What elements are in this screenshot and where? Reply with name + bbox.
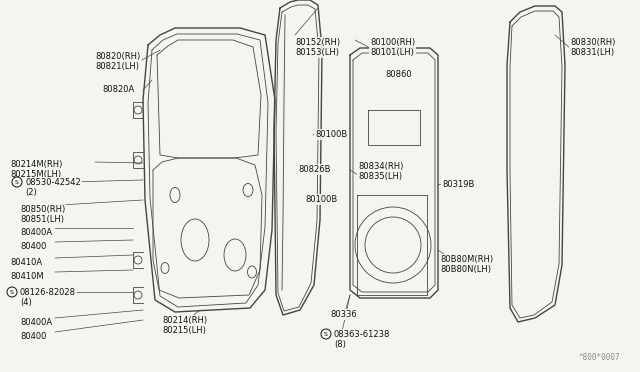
- Text: 80100B: 80100B: [305, 195, 337, 204]
- Text: 80410A: 80410A: [10, 258, 42, 267]
- Text: 80214M(RH)
80215M(LH): 80214M(RH) 80215M(LH): [10, 160, 62, 179]
- Text: 80100(RH)
80101(LH): 80100(RH) 80101(LH): [370, 38, 415, 57]
- Text: 08126-82028
(4): 08126-82028 (4): [20, 288, 76, 307]
- Text: 80860: 80860: [385, 70, 412, 79]
- Text: S: S: [324, 331, 328, 337]
- Text: 80336: 80336: [330, 310, 356, 319]
- Text: 80400A: 80400A: [20, 228, 52, 237]
- Text: 80400: 80400: [20, 242, 46, 251]
- Text: 80820(RH)
80821(LH): 80820(RH) 80821(LH): [95, 52, 140, 71]
- Text: S: S: [10, 289, 14, 295]
- Text: 80319B: 80319B: [442, 180, 474, 189]
- Text: 80834(RH)
80835(LH): 80834(RH) 80835(LH): [358, 162, 403, 182]
- Text: 80214(RH)
80215(LH): 80214(RH) 80215(LH): [162, 316, 207, 336]
- Text: 80400A: 80400A: [20, 318, 52, 327]
- Text: 80820A: 80820A: [102, 85, 134, 94]
- Text: 80826B: 80826B: [298, 165, 330, 174]
- Text: 80100B: 80100B: [315, 130, 348, 139]
- Text: 80830(RH)
80831(LH): 80830(RH) 80831(LH): [570, 38, 616, 57]
- Text: 80410M: 80410M: [10, 272, 44, 281]
- Text: S: S: [15, 180, 19, 185]
- Text: 08530-42542
(2): 08530-42542 (2): [25, 178, 81, 198]
- Text: 80400: 80400: [20, 332, 46, 341]
- Text: 80850(RH)
80851(LH): 80850(RH) 80851(LH): [20, 205, 65, 224]
- Text: 80B80M(RH)
80B80N(LH): 80B80M(RH) 80B80N(LH): [440, 255, 493, 275]
- Text: 80152(RH)
80153(LH): 80152(RH) 80153(LH): [295, 38, 340, 57]
- Text: 08363-61238
(8): 08363-61238 (8): [334, 330, 390, 349]
- Text: ^800*0007: ^800*0007: [579, 353, 620, 362]
